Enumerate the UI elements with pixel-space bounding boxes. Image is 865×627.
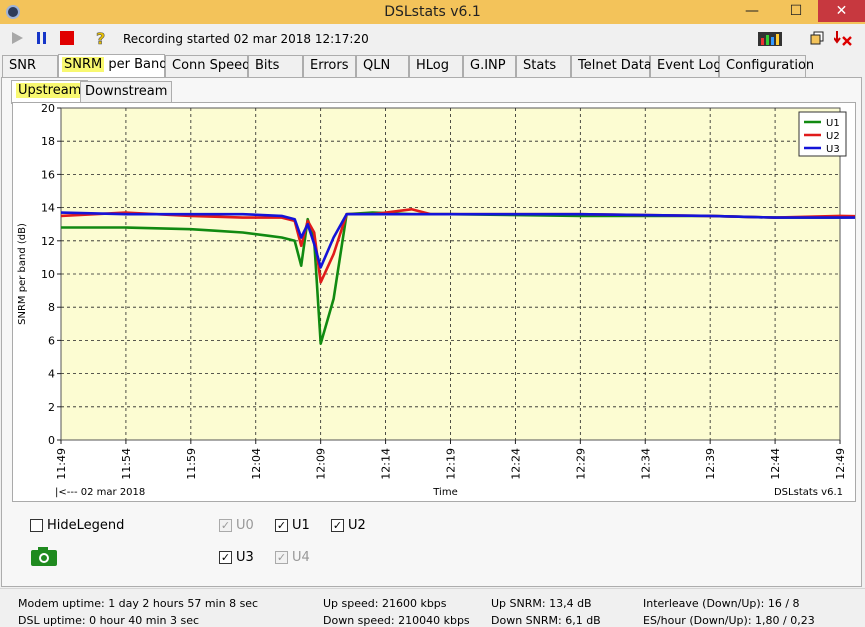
y-tick-label: 10 <box>41 268 55 281</box>
y-tick-label: 12 <box>41 235 55 248</box>
svg-text:?: ? <box>96 29 105 47</box>
x-tick-label: 11:59 <box>185 448 198 480</box>
legend-label-u3: U3 <box>826 144 840 155</box>
y-tick-label: 8 <box>48 301 55 314</box>
series-lines <box>60 208 865 345</box>
u3-label: U3 <box>236 550 254 565</box>
app-icon <box>6 5 20 19</box>
subtab-upstream[interactable]: Upstream <box>11 80 89 104</box>
y-tick-label: 16 <box>41 168 55 181</box>
x-tick-label: 12:04 <box>250 448 263 480</box>
minimize-button[interactable]: — <box>745 3 759 19</box>
camera-icon[interactable] <box>30 545 58 567</box>
down-speed: Down speed: 210040 kbps <box>323 614 470 627</box>
exit-icon[interactable] <box>834 29 854 47</box>
hide-legend-label: HideLegend <box>47 518 125 533</box>
y-tick-label: 2 <box>48 401 55 414</box>
x-tick-label: 12:14 <box>380 448 393 480</box>
legend-label-u2: U2 <box>826 131 840 142</box>
x-tick-label: 12:44 <box>769 448 782 480</box>
hide-legend-checkbox[interactable] <box>30 519 43 532</box>
u0-checkbox: ✓ <box>219 519 232 532</box>
start-date-label: |<--- 02 mar 2018 <box>55 487 145 498</box>
up-snrm: Up SNRM: 13,4 dB <box>491 597 592 610</box>
tab-ginp[interactable]: G.INP <box>463 55 516 77</box>
x-tick-label: 12:24 <box>509 448 522 480</box>
tab-event-log[interactable]: Event Log <box>650 55 722 77</box>
u1-label: U1 <box>292 518 310 533</box>
tab-conn-speed[interactable]: Conn Speed <box>165 55 250 77</box>
chart-svg: 0 2 4 6 8 10 12 14 16 18 20 11:49 11:54 11:59 12:04 12… <box>17 102 865 498</box>
dsl-uptime: DSL uptime: 0 hour 40 min 3 sec <box>18 614 200 627</box>
modem-uptime: Modem uptime: 1 day 2 hours 57 min 8 sec <box>18 597 259 610</box>
restore-icon[interactable] <box>808 29 826 47</box>
u2-label: U2 <box>348 518 366 533</box>
x-axis-label: Time <box>432 487 457 498</box>
down-snrm: Down SNRM: 6,1 dB <box>491 614 601 627</box>
legend-label-u1: U1 <box>826 118 840 129</box>
title-bar: DSLstats v6.1 — ☐ ✕ <box>0 0 865 24</box>
u1-checkbox[interactable]: ✓ <box>275 519 288 532</box>
u2-checkbox[interactable]: ✓ <box>331 519 344 532</box>
watermark-label: DSLstats v6.1 <box>774 487 843 498</box>
snrm-chart: 0 2 4 6 8 10 12 14 16 18 20 11:49 11:54 11:59 12:04 12… <box>12 102 865 502</box>
x-tick-label: 12:09 <box>315 448 328 480</box>
window-title: DSLstats v6.1 <box>384 4 481 20</box>
close-button[interactable]: ✕ <box>818 0 865 22</box>
es-hour: ES/hour (Down/Up): 1,80 / 0,23 <box>643 614 815 627</box>
play-icon[interactable] <box>8 29 26 47</box>
tab-snrm-per-band[interactable]: SNRM per Band <box>58 54 167 78</box>
help-icon[interactable]: ? <box>93 29 111 47</box>
x-tick-label: 11:54 <box>120 448 133 480</box>
subtab-downstream[interactable]: Downstream <box>80 81 173 103</box>
u3-checkbox[interactable]: ✓ <box>219 551 232 564</box>
x-tick-label: 12:19 <box>445 448 458 480</box>
grid-lines <box>57 107 841 444</box>
u0-label: U0 <box>236 518 254 533</box>
recording-status: Recording started 02 mar 2018 12:17:20 <box>123 32 369 46</box>
y-tick-label: 4 <box>48 368 55 381</box>
tab-snr[interactable]: SNR <box>2 55 58 77</box>
tab-telnet-data[interactable]: Telnet Data <box>571 55 652 77</box>
y-axis-label: SNRM per band (dB) <box>17 223 28 325</box>
status-bar: Modem uptime: 1 day 2 hours 57 min 8 sec… <box>0 588 865 627</box>
tab-label-highlight: SNRM <box>62 57 105 72</box>
y-tick-label: 0 <box>48 434 55 447</box>
tab-qln[interactable]: QLN <box>356 55 409 77</box>
y-tick-labels: 0 2 4 6 8 10 12 14 16 18 20 <box>41 102 55 447</box>
chart-snapshot-icon[interactable] <box>757 29 783 47</box>
tab-stats[interactable]: Stats <box>516 55 571 77</box>
u4-label: U4 <box>292 550 310 565</box>
x-tick-labels: 11:49 11:54 11:59 12:04 12:09 12:14 12:19 12:24… <box>55 448 847 480</box>
toolbar: ? Recording started 02 mar 2018 12:17:20 <box>0 24 865 54</box>
up-speed: Up speed: 21600 kbps <box>323 597 447 610</box>
tab-configuration[interactable]: Configuration <box>719 55 814 77</box>
x-tick-label: 12:29 <box>574 448 587 480</box>
chart-legend: U1 U2 U3 <box>798 111 847 157</box>
u4-checkbox: ✓ <box>275 551 288 564</box>
pause-icon[interactable] <box>33 29 51 47</box>
stop-icon[interactable] <box>58 29 76 47</box>
tab-bits[interactable]: Bits <box>248 55 303 77</box>
tab-label-rest: per Band <box>104 57 168 72</box>
x-tick-label: 11:49 <box>55 448 68 480</box>
series-line-u3 <box>60 211 865 269</box>
x-tick-label: 12:39 <box>704 448 717 480</box>
y-tick-label: 14 <box>41 202 55 215</box>
y-tick-label: 18 <box>41 135 55 148</box>
tab-hlog[interactable]: HLog <box>409 55 463 77</box>
main-tabs: SNR SNRM per Band Conn Speed Bits Errors… <box>0 54 865 78</box>
maximize-button[interactable]: ☐ <box>789 3 803 19</box>
x-tick-label: 12:34 <box>639 448 652 480</box>
tab-errors[interactable]: Errors <box>303 55 356 77</box>
y-tick-label: 20 <box>41 103 55 115</box>
interleave: Interleave (Down/Up): 16 / 8 <box>643 597 800 610</box>
y-tick-label: 6 <box>48 334 55 347</box>
series-line-u2 <box>60 208 865 284</box>
tab-label: SNRM per Band <box>62 57 167 72</box>
x-tick-label: 12:49 <box>834 448 847 480</box>
